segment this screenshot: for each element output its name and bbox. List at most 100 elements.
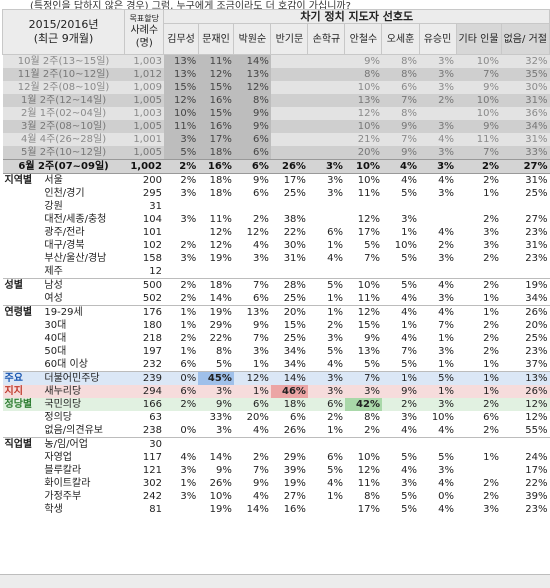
- cell-value: 1%: [483, 188, 500, 199]
- cell-value: 10%: [394, 240, 418, 251]
- cell-value: 36%: [501, 107, 550, 120]
- cell-value: 6%: [233, 398, 271, 411]
- sample-size: 502: [142, 293, 162, 304]
- group-label: 성별: [2, 278, 43, 292]
- cell-value: 10%: [431, 412, 455, 423]
- cell-value: 1%: [483, 293, 500, 304]
- cell-value: 17%: [357, 227, 380, 238]
- cell-value: [307, 54, 345, 68]
- trend-period-label: 1월 2주(12~14일): [2, 94, 125, 107]
- cell-value: [308, 200, 345, 213]
- subgroup-label: 제주: [44, 266, 63, 277]
- cell-value: 45%: [198, 371, 234, 385]
- sample-size: 31: [149, 201, 162, 212]
- cell-value: 4%: [401, 465, 418, 476]
- subgroup-label: 학생: [44, 504, 63, 515]
- sample-header-small: 목표할당: [129, 14, 159, 23]
- sample-size: 238: [142, 425, 162, 436]
- sample-size: 218: [142, 333, 162, 344]
- cell-value: [164, 200, 198, 213]
- cell-value: 2%: [456, 173, 502, 187]
- cell-value: [164, 265, 198, 279]
- cell-value: 6%: [290, 412, 306, 423]
- trend-period-label: 2월 1주(02~04일): [2, 107, 125, 120]
- cell-value: 4%: [438, 425, 455, 436]
- cell-value: 9%: [381, 146, 420, 160]
- cell-value: 26%: [270, 159, 308, 174]
- cell-value: [233, 437, 271, 451]
- breakdown-row: 블루칼라 121 3% 9% 7% 39% 5% 12% 4% 3% 17%: [3, 464, 550, 477]
- cell-value: [307, 81, 345, 94]
- cell-value: 6%: [327, 452, 343, 463]
- cell-value: 5%: [163, 146, 199, 160]
- cell-value: 4%: [253, 425, 269, 436]
- cell-value: 3%: [180, 188, 197, 199]
- cell-value: 12%: [163, 94, 199, 107]
- group-label: 지지: [2, 385, 43, 398]
- cell-value: 4%: [327, 359, 343, 370]
- cell-value: 12%: [233, 81, 271, 94]
- cell-value: 18%: [270, 398, 308, 411]
- cell-value: 1%: [456, 305, 502, 319]
- group-label: [3, 503, 43, 516]
- period-header: 2015/2016년 (최근 9개월): [1, 9, 126, 55]
- cell-value: 10%: [344, 81, 382, 94]
- cell-value: 11%: [357, 188, 380, 199]
- cell-value: 1%: [327, 491, 343, 502]
- trend-row: 10월 2주(13~15일) 1,003 13% 11% 14% 9% 8% 3% 10% 32%: [2, 54, 550, 68]
- cell-value: 3%: [253, 253, 269, 264]
- trend-period-label: 3월 2주(08~10일): [2, 120, 125, 133]
- cell-value: 27%: [501, 159, 550, 174]
- cell-value: 5%: [215, 359, 232, 370]
- cell-value: 14%: [270, 371, 308, 385]
- group-label: [3, 213, 43, 226]
- cell-value: 3%: [438, 253, 455, 264]
- cell-value: 15%: [283, 320, 306, 331]
- cell-value: [419, 437, 457, 451]
- group-label: [3, 451, 43, 464]
- breakdown-row: 지역별 서울 200 2% 18% 9% 17% 3% 10% 4% 4% 2% 31%: [2, 173, 550, 187]
- cell-value: 10%: [456, 94, 502, 107]
- cell-value: 4%: [253, 240, 269, 251]
- cell-value: 8%: [344, 68, 382, 81]
- breakdown-row: 30대 180 1% 29% 9% 15% 2% 15% 1% 7% 2% 20%: [3, 319, 550, 332]
- cell-value: 23%: [525, 504, 548, 515]
- subgroup-label: 30대: [44, 320, 67, 331]
- cell-value: 10%: [163, 107, 199, 120]
- cell-value: 5%: [327, 465, 343, 476]
- cell-value: 5%: [364, 240, 380, 251]
- cell-value: 9%: [381, 120, 420, 133]
- cell-value: 3%: [401, 214, 418, 225]
- cell-value: 34%: [501, 120, 550, 133]
- cell-value: 6%: [233, 133, 271, 146]
- breakdown-row: 대전/세종/충청 104 3% 11% 2% 38% 12% 3% 2% 27%: [3, 213, 550, 226]
- group-label: 주요: [2, 371, 43, 385]
- current-period-row: 6월 2주(07~09일) 1,002 2% 16% 6% 26% 3% 10% 4% 3% 2% 2…: [2, 159, 550, 174]
- cell-value: 19%: [209, 504, 232, 515]
- cell-value: 8%: [233, 94, 271, 107]
- group-label: [3, 252, 43, 265]
- cell-value: 0%: [180, 425, 197, 436]
- cell-value: 10%: [357, 452, 380, 463]
- sample-size: 30: [124, 437, 164, 451]
- breakdown-row: 가정주부 242 3% 10% 4% 27% 1% 8% 5% 0% 2% 39%: [3, 490, 550, 503]
- cell-value: 27%: [283, 491, 306, 502]
- cell-value: [308, 213, 345, 226]
- period-header-line2: (최근 9개월): [33, 32, 94, 45]
- cell-value: 17%: [357, 504, 380, 515]
- sample-size: 294: [124, 385, 164, 398]
- cell-value: 3%: [307, 159, 345, 174]
- subgroup-label: 대구/경북: [44, 240, 85, 251]
- cell-value: 2%: [438, 240, 455, 251]
- cell-value: 4%: [438, 504, 455, 515]
- cell-value: [382, 200, 419, 213]
- breakdown-row: 직업별 농/임/어업 30: [2, 437, 550, 451]
- cell-value: 5%: [364, 359, 380, 370]
- cell-value: 26%: [209, 478, 232, 489]
- subgroup-label: 정의당: [44, 412, 73, 423]
- breakdown-row: 제주 12: [3, 265, 550, 279]
- cell-value: 22%: [209, 333, 232, 344]
- cell-value: 13%: [501, 371, 550, 385]
- cell-value: 6%: [253, 293, 269, 304]
- cell-value: 5%: [401, 253, 418, 264]
